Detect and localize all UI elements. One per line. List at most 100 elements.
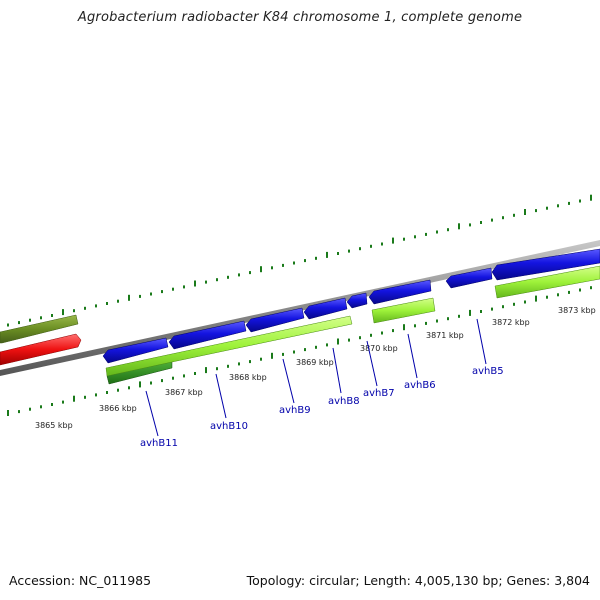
outer-tick	[403, 237, 405, 241]
outer-tick	[370, 244, 372, 248]
cds-bar-avhB6	[371, 297, 436, 324]
outer-tick	[172, 287, 174, 291]
inner-tick	[491, 307, 493, 311]
inner-tick	[84, 395, 86, 399]
inner-tick	[128, 386, 130, 390]
inner-tick	[205, 367, 207, 374]
inner-tick	[337, 338, 339, 345]
outer-tick	[458, 223, 460, 230]
scale-label: 3867 kbp	[165, 388, 203, 397]
gene-label-avhB6[interactable]: avhB6	[404, 380, 436, 391]
outer-tick	[150, 292, 152, 296]
olive-gene-segment	[0, 314, 79, 344]
inner-tick	[414, 324, 416, 328]
gene-label-avhB7[interactable]: avhB7	[363, 388, 395, 399]
cds-bar-left	[105, 315, 353, 377]
forward-strand-genes	[102, 248, 600, 364]
inner-tick-marks	[7, 286, 592, 416]
outer-tick	[535, 209, 537, 213]
inner-tick	[458, 314, 460, 318]
inner-tick	[535, 295, 537, 302]
inner-tick	[315, 345, 317, 349]
inner-tick	[249, 360, 251, 364]
outer-tick	[425, 232, 427, 236]
outer-tick	[469, 223, 471, 227]
outer-tick	[546, 206, 548, 210]
inner-tick	[403, 324, 405, 331]
outer-tick	[260, 266, 262, 273]
outer-tick	[7, 323, 9, 327]
outer-tick	[304, 259, 306, 263]
chromosome-backbone	[0, 240, 600, 376]
outer-tick	[381, 242, 383, 246]
inner-tick	[557, 293, 559, 297]
inner-tick	[194, 372, 196, 375]
inner-tick	[216, 367, 218, 371]
leader-avhB11	[145, 390, 159, 437]
outer-tick	[40, 316, 42, 320]
inner-tick	[18, 410, 20, 414]
inner-tick	[392, 329, 394, 333]
outer-tick	[51, 314, 53, 317]
inner-tick	[7, 410, 9, 416]
outer-tick	[315, 256, 317, 260]
inner-tick	[524, 300, 526, 304]
outer-tick	[579, 199, 581, 203]
gene-label-avhB8[interactable]: avhB8	[328, 396, 360, 407]
outer-tick	[293, 261, 295, 265]
outer-tick	[480, 221, 482, 224]
inner-tick	[590, 286, 592, 290]
outer-tick	[392, 237, 394, 244]
gene-label-avhB5[interactable]: avhB5	[472, 366, 504, 377]
accession-label: Accession: NC_011985	[9, 573, 152, 588]
outer-tick	[216, 278, 218, 282]
outer-tick	[568, 201, 570, 205]
inner-tick	[73, 395, 75, 402]
gene-arrow-avhB6	[368, 279, 432, 305]
outer-tick	[348, 249, 350, 253]
gene-arrow-avhB5	[445, 267, 493, 289]
scale-label: 3868 kbp	[229, 373, 267, 382]
inner-tick	[469, 309, 471, 316]
outer-tick	[18, 321, 20, 325]
inner-tick	[62, 400, 64, 404]
gene-label-avhB10[interactable]: avhB10	[210, 421, 248, 432]
inner-tick	[260, 357, 262, 361]
inner-tick	[139, 381, 141, 388]
gene-arrow-avhB7	[346, 292, 368, 309]
inner-tick	[359, 336, 361, 340]
leader-avhB9	[282, 358, 295, 404]
leader-avhB5	[476, 318, 487, 365]
gene-label-avhB9[interactable]: avhB9	[279, 405, 311, 416]
inner-tick	[117, 388, 119, 392]
gene-arrow-avhB11	[102, 337, 169, 364]
outer-tick	[238, 273, 240, 277]
inner-tick	[513, 302, 515, 306]
outer-tick	[227, 275, 229, 279]
topology-label: Topology: circular; Length: 4,005,130 bp…	[246, 573, 590, 588]
inner-tick	[95, 393, 97, 397]
scale-label: 3865 kbp	[35, 421, 73, 430]
outer-tick	[359, 247, 361, 251]
inner-tick	[326, 343, 328, 347]
inner-tick	[161, 379, 163, 383]
outer-tick	[84, 306, 86, 310]
scale-label: 3873 kbp	[558, 306, 596, 315]
gene-labels: avhB11 avhB10 avhB9 avhB8 avhB7 avhB6 av…	[140, 366, 504, 449]
cds-features	[105, 265, 600, 385]
inner-tick	[370, 333, 372, 337]
gene-arrow-avhB8	[303, 297, 348, 320]
outer-tick	[326, 251, 328, 258]
scale-label: 3869 kbp	[296, 358, 334, 367]
inner-tick	[480, 310, 482, 313]
outer-tick	[183, 285, 185, 289]
inner-tick	[425, 321, 427, 325]
gene-label-avhB11[interactable]: avhB11	[140, 438, 178, 449]
outer-tick	[95, 304, 97, 308]
outer-tick	[161, 290, 163, 294]
inner-tick	[183, 374, 185, 378]
inner-tick	[348, 338, 350, 342]
leader-avhB8	[332, 347, 342, 394]
outer-tick	[29, 318, 31, 322]
